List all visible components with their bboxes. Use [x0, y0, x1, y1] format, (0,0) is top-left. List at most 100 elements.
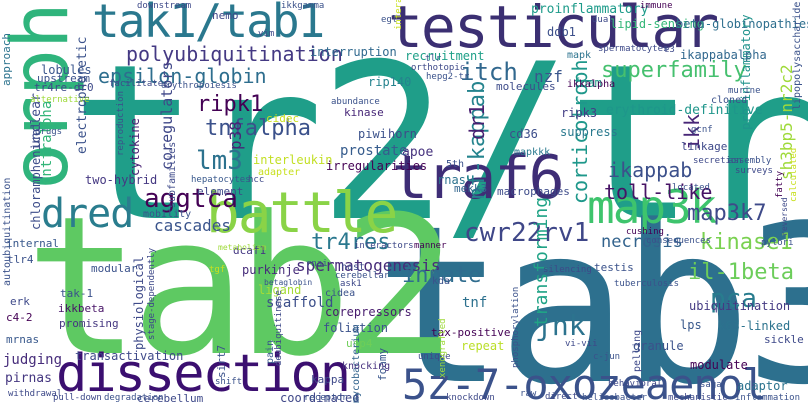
word-superfamily: superfamily: [601, 58, 747, 83]
word-lm3: lm3: [196, 146, 243, 176]
word-judging: judging: [3, 352, 63, 368]
word-pull-down: pull-down: [53, 393, 102, 403]
word-tab2: tab2: [25, 176, 457, 399]
word-dcaf1: dcaf1: [233, 244, 267, 257]
word-deubiquitinase: deubiquitinase: [274, 290, 284, 366]
word-transactivation: transactivation: [75, 349, 184, 363]
word-egl: egl: [381, 15, 398, 25]
word-assembly: assembly: [728, 156, 772, 166]
word-element: element: [197, 185, 244, 198]
word-silencing: silencing: [543, 265, 592, 275]
word-cushing: cushing: [626, 227, 664, 237]
word-tax-positive: tax-positive: [431, 326, 511, 339]
word-kda: kda: [432, 276, 451, 287]
word-prostate: prostate: [340, 143, 408, 159]
word-rip140: rip140: [368, 75, 412, 89]
word-upstream: upstream: [37, 72, 90, 85]
word-knockdown: knockdown: [446, 393, 495, 403]
word-coordinated: coordinated: [280, 391, 360, 404]
word-recruitment: recruitment: [405, 49, 485, 63]
word-il-1beta: il-1beta: [688, 260, 794, 285]
word-autoubiquitination: autoubiquitination: [2, 177, 13, 286]
word-sickle: sickle: [764, 333, 804, 346]
word-kappa: kappa: [311, 373, 345, 386]
word-tr2-tr4: tr2/tr4: [70, 18, 808, 269]
word-kinase: kinase: [344, 106, 384, 119]
word-cidec: cidec: [266, 112, 300, 125]
word-receptor-4: receptor-4: [304, 393, 359, 403]
word-cd36: cd36: [509, 127, 538, 141]
word-apoe: apoe: [402, 145, 434, 160]
word-5z-7-oxozeaenol: 5z-7-oxozeaenol: [402, 360, 767, 404]
word-two-hybrid: two-hybrid: [85, 173, 158, 187]
word-adapter: adapter: [258, 167, 301, 178]
word-degradation: degradation: [104, 393, 164, 403]
word-knocking: knocking: [342, 361, 391, 372]
word-hepatocytes: hepatocytes: [191, 175, 251, 185]
word-suppress: suppress: [560, 125, 618, 139]
word-transforming: transforming: [531, 196, 552, 327]
word-spermatocytes: spermatocytes: [598, 44, 669, 54]
word-sirt7: sirt7: [215, 344, 228, 378]
word-metabolism: metabolism: [218, 243, 267, 252]
word-ripk3: ripk3: [561, 106, 598, 120]
word-cerebellum: cerebellum: [137, 392, 204, 404]
word-beta-globinopathies: beta-globinopathies: [676, 17, 808, 31]
word-erythropoiesis: erythropoiesis: [161, 81, 237, 91]
word-ikkalpha: ikkalpha: [567, 79, 616, 90]
word-mobility: mobility: [143, 209, 192, 220]
word-fatty: fatty: [775, 170, 785, 198]
word-host: host: [341, 262, 366, 273]
word-surveys: surveys: [735, 166, 773, 176]
word-5th: 5th: [446, 159, 465, 170]
word-p38: p38: [226, 121, 245, 150]
word-itch: itch: [460, 58, 518, 86]
word-foliation: foliation: [323, 321, 389, 335]
word-immune: immune: [640, 1, 673, 11]
word-map3k7: map3k7: [687, 201, 767, 226]
word-approach: approach: [0, 33, 13, 86]
word-interruption: interruption: [310, 45, 397, 59]
word-usp4: usp4: [346, 337, 373, 350]
word-e3: e3: [664, 45, 675, 55]
word-lipopolysaccharide: lipopolysaccharide: [792, 1, 803, 110]
word-cytokine: cytokine: [128, 118, 142, 176]
word-ikkbeta: ikkbeta: [58, 302, 105, 315]
word-behavioral: behavioral: [608, 379, 663, 389]
word-abundance: abundance: [331, 97, 380, 107]
word-ripk1: ripk1: [197, 92, 264, 117]
word-ddb1: ddb1: [547, 25, 576, 39]
word-reversed: reversed: [780, 197, 789, 236]
word-dual: dual: [592, 15, 614, 25]
word-phosphorylation: phosphorylation: [511, 286, 521, 368]
word-vi-vii: vi-vii: [565, 339, 598, 349]
word-xenografted: xenografted: [438, 318, 448, 378]
word-cascades: cascades: [154, 216, 232, 235]
word-hcc: hcc: [248, 175, 265, 185]
word-manner: manner: [414, 241, 447, 251]
word-pelling: pelling: [632, 329, 643, 372]
word-tnfalpha: tnfalpha: [205, 116, 311, 141]
word-reproduction: reproduction: [116, 90, 126, 156]
word-aggtca: aggtca: [144, 184, 238, 214]
word-betaglobin: betaglobin: [264, 278, 313, 287]
word-proinflammatory: proinflammatory: [531, 2, 649, 17]
word-orthotopic: orthotopic: [411, 63, 466, 73]
word-linkage: linkage: [681, 140, 728, 153]
word-inflammation: inflammation: [735, 393, 801, 403]
word-molecules: molecules: [496, 80, 556, 93]
word-unique: unique: [418, 352, 451, 362]
word-mapkkk: mapkkk: [514, 147, 551, 158]
word-direct: direct: [545, 392, 578, 402]
word-tlr4: tlr4: [7, 253, 34, 266]
word-mekk3: mekk3: [454, 182, 488, 195]
word-purkinje: purkinje: [242, 263, 300, 277]
word-downstream: downstream: [137, 1, 192, 11]
word-facilitates: facilitates: [109, 79, 169, 89]
word-map3k: map3k: [587, 180, 717, 234]
word-nzf: nzf: [534, 67, 563, 86]
word-nemo: nemo: [212, 9, 239, 22]
word-granule: granule: [633, 339, 684, 353]
word-ikkgamma: ikkgamma: [281, 1, 325, 11]
word-pylori: pylori: [761, 238, 794, 248]
